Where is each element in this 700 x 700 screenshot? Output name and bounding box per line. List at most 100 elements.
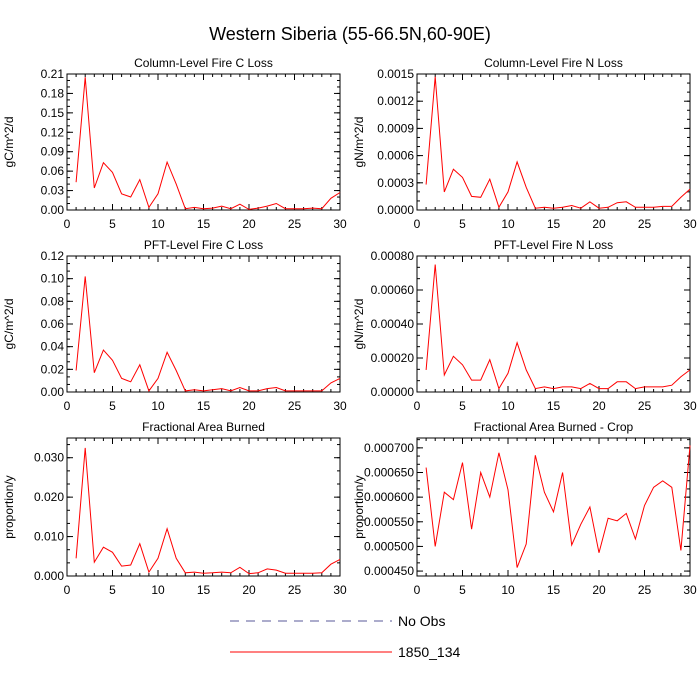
x-tick-label: 0 [414,399,421,413]
panel-title: Fractional Area Burned [142,420,265,434]
y-tick-label: 0.0006 [377,149,414,163]
x-tick-label: 0 [64,217,71,231]
panel-col-fire-n: Column-Level Fire N Loss 0 5 10 15 20 25 30 0.00… [352,56,697,231]
x-tick-label: 15 [197,399,211,413]
y-tick-label: 0.000450 [364,564,414,578]
series-line-area-burned [75,447,341,575]
x-tick-label: 20 [242,583,256,597]
x-tick-label: 10 [151,399,165,413]
y-tick-label: 0.0009 [377,121,414,135]
y-tick-label: 0.0015 [377,67,414,81]
plot-frame [416,437,691,577]
panel-title: Fractional Area Burned - Crop [474,420,634,434]
x-tick-label: 10 [151,217,165,231]
series-line-pft-fire-c [75,276,341,392]
y-tick-label: 0.06 [41,164,65,178]
y-axis-label: proportion/y [352,475,366,538]
x-tick-label: 20 [592,583,606,597]
y-tick-label: 0.020 [34,490,64,504]
y-axis-label: gN/m^2/d [352,299,366,350]
x-tick-label: 30 [683,399,697,413]
x-tick-label: 0 [414,583,421,597]
y-tick-label: 0.03 [41,184,65,198]
panel-col-fire-c: Column-Level Fire C Loss 0 5 10 15 20 25 30 0.00… [2,56,347,231]
y-tick-label: 0.0000 [377,203,414,217]
plot-frame [66,437,341,577]
x-tick-label: 30 [333,217,347,231]
x-tick-label: 5 [459,217,466,231]
panel-area-burned: Fractional Area Burned 0 5 10 15 20 25 30 0.000 0… [2,420,347,597]
x-tick-label: 25 [638,217,652,231]
figure-title: Western Siberia (55-66.5N,60-90E) [209,24,491,44]
y-tick-label: 0.00060 [371,283,415,297]
y-tick-label: 0.000650 [364,466,414,480]
y-tick-label: 0.18 [41,86,65,100]
x-tick-label: 0 [414,217,421,231]
y-tick-label: 0.000550 [364,515,414,529]
x-tick-label: 15 [547,217,561,231]
x-tick-label: 15 [547,399,561,413]
x-tick-label: 30 [683,583,697,597]
x-tick-label: 20 [242,217,256,231]
y-tick-label: 0.000 [34,569,64,583]
x-tick-label: 5 [459,399,466,413]
y-tick-label: 0.00040 [371,317,415,331]
x-tick-label: 10 [501,583,515,597]
y-tick-label: 0.0003 [377,176,414,190]
y-tick-label: 0.00080 [371,249,415,263]
x-tick-label: 30 [683,217,697,231]
x-tick-label: 25 [288,217,302,231]
plot-frame [66,255,341,393]
y-tick-label: 0.00020 [371,351,415,365]
y-tick-label: 0.08 [41,294,65,308]
x-tick-label: 15 [197,583,211,597]
y-tick-label: 0.00000 [371,385,415,399]
y-tick-label: 0.030 [34,451,64,465]
y-axis-label: proportion/y [2,475,16,538]
panel-title: PFT-Level Fire N Loss [494,238,613,252]
y-tick-label: 0.000500 [364,539,414,553]
series-line-col-fire-c [75,77,341,210]
x-tick-label: 25 [638,583,652,597]
y-tick-label: 0.0012 [377,94,414,108]
y-tick-label: 0.09 [41,145,65,159]
x-tick-label: 30 [333,399,347,413]
y-tick-label: 0.10 [41,272,65,286]
x-tick-label: 0 [64,399,71,413]
legend-label-1850-134: 1850_134 [398,644,461,660]
y-axis-label: gN/m^2/d [352,117,366,168]
x-tick-label: 10 [151,583,165,597]
panel-area-burned-crop: Fractional Area Burned - Crop 0 5 10 15 20 25 3… [352,420,697,597]
panel-pft-fire-n: PFT-Level Fire N Loss 0 5 10 15 20 25 30 0.00000… [352,238,697,413]
panel-title: Column-Level Fire C Loss [134,56,273,70]
plot-frame [66,73,341,211]
x-tick-label: 15 [197,217,211,231]
x-tick-label: 30 [333,583,347,597]
x-tick-label: 0 [64,583,71,597]
panels-group: Column-Level Fire C Loss 0 5 10 15 20 25 30 0.00… [2,56,697,597]
x-tick-label: 5 [109,583,116,597]
plot-frame [416,255,691,393]
x-tick-label: 5 [109,217,116,231]
x-tick-label: 25 [638,399,652,413]
y-tick-label: 0.06 [41,317,65,331]
plot-frame [416,73,691,211]
x-tick-label: 20 [592,399,606,413]
x-tick-label: 10 [501,217,515,231]
y-tick-label: 0.02 [41,362,65,376]
x-tick-label: 5 [459,583,466,597]
x-tick-label: 25 [288,583,302,597]
y-tick-label: 0.04 [41,340,65,354]
panel-title: PFT-Level Fire C Loss [144,238,263,252]
x-tick-label: 20 [242,399,256,413]
x-tick-label: 25 [288,399,302,413]
y-axis-label: gC/m^2/d [2,299,16,350]
y-tick-label: 0.21 [41,67,65,81]
panel-title: Column-Level Fire N Loss [484,56,623,70]
y-tick-label: 0.00 [41,385,65,399]
legend-label-no-obs: No Obs [398,613,445,629]
y-tick-label: 0.00 [41,203,65,217]
y-tick-label: 0.12 [41,125,65,139]
legend: No Obs 1850_134 [230,613,461,660]
